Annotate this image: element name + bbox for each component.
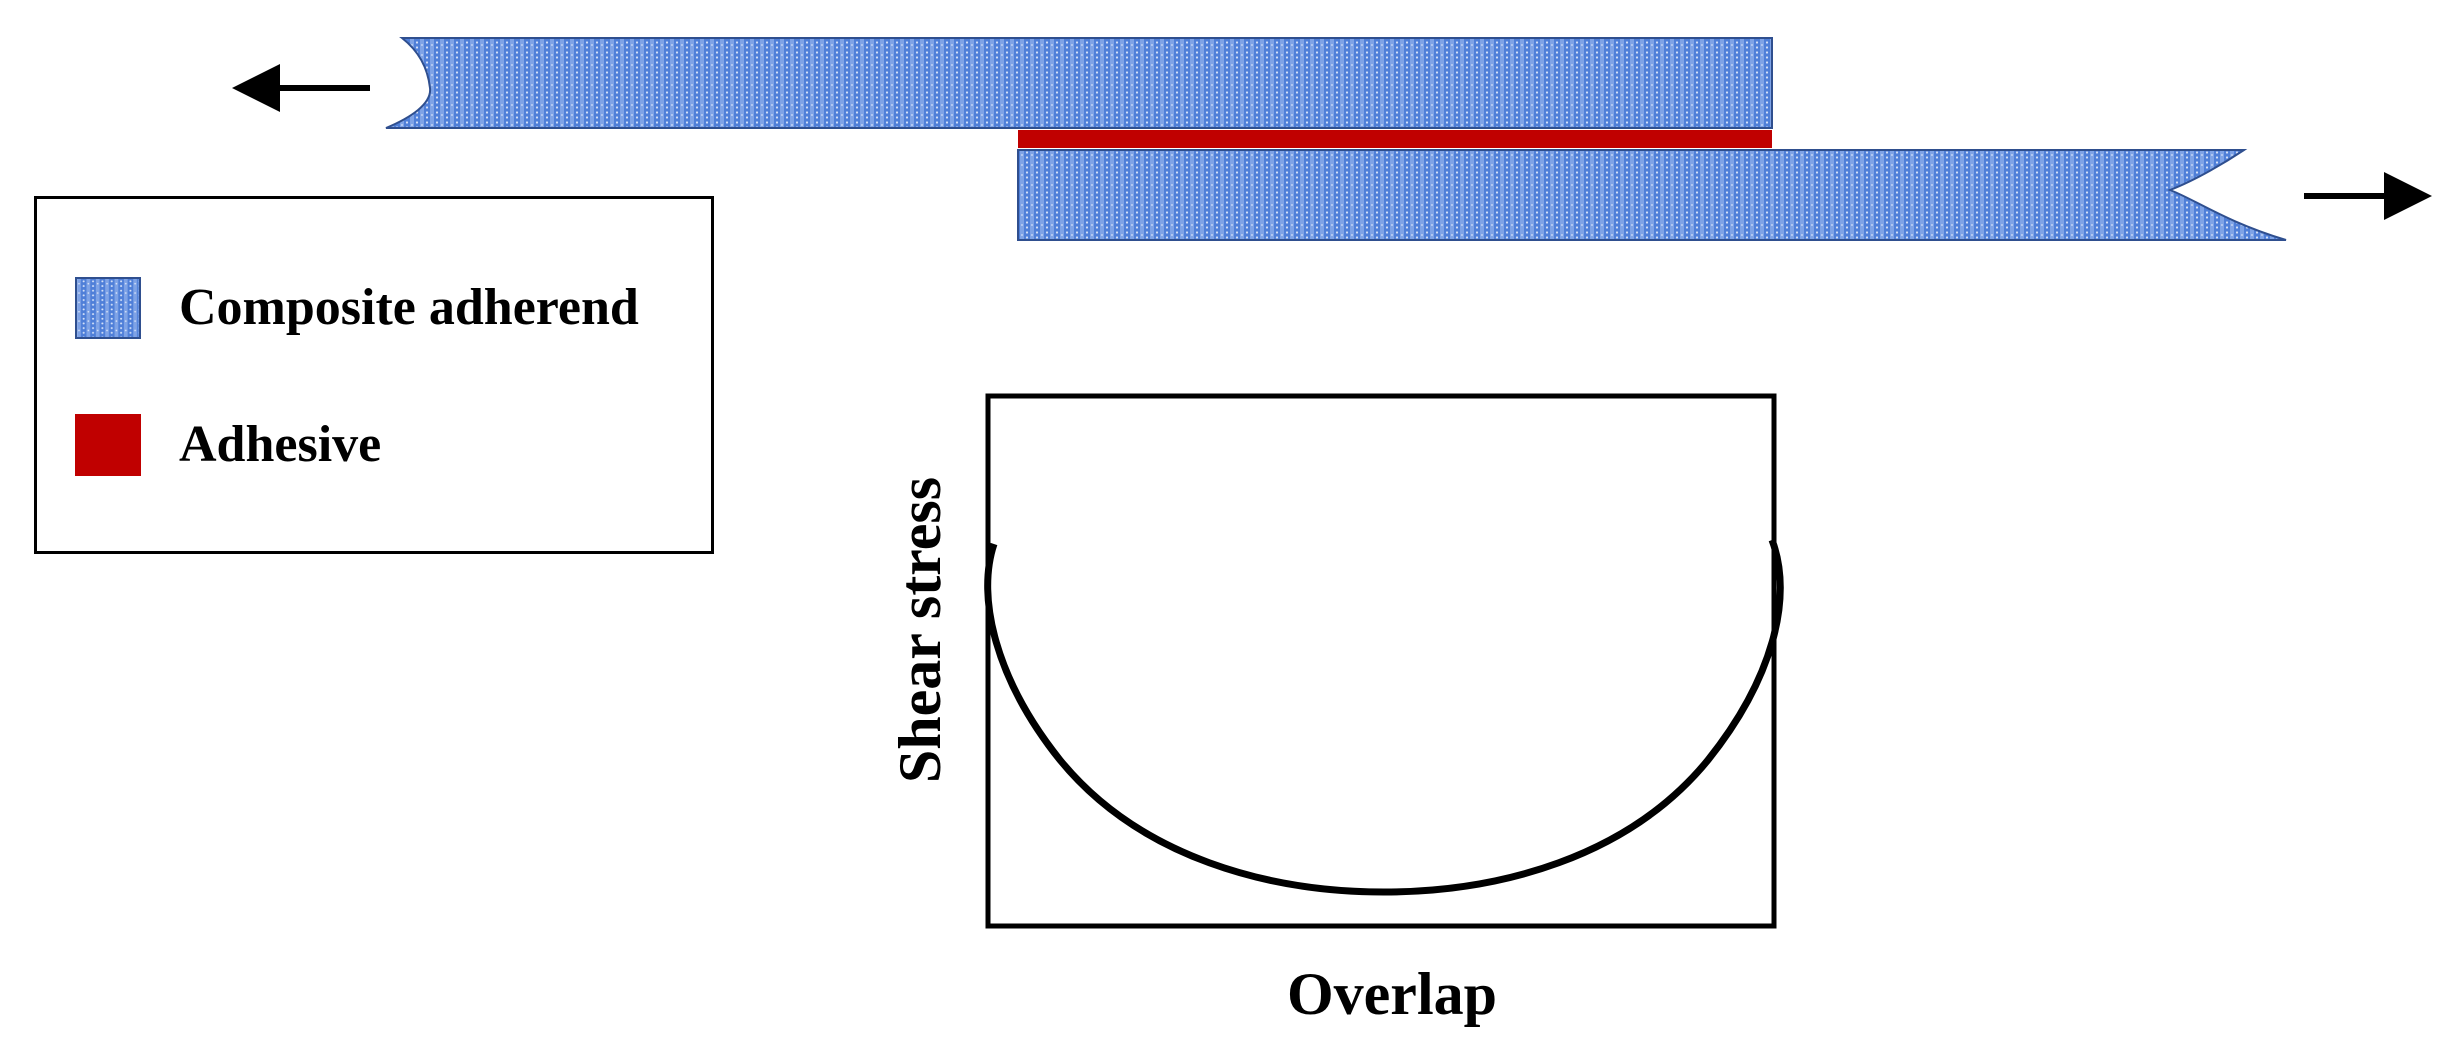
legend-label: Adhesive bbox=[179, 416, 382, 473]
adhesive-swatch bbox=[75, 414, 141, 476]
adhesive-layer bbox=[1018, 130, 1772, 148]
composite-adherend-swatch bbox=[75, 277, 141, 339]
x-axis-label: Overlap bbox=[1287, 961, 1497, 1027]
shear-stress-curve bbox=[984, 538, 1784, 896]
graph-frame bbox=[985, 393, 1777, 929]
y-axis-label: Shear stress bbox=[887, 476, 953, 784]
legend-item-adhesive: Adhesive bbox=[75, 414, 381, 476]
lower-adherend bbox=[1017, 149, 2287, 241]
upper-adherend bbox=[385, 37, 1773, 129]
legend-item-composite-adherend: Composite adherend bbox=[75, 277, 639, 339]
legend: Composite adherend Adhesive bbox=[34, 196, 714, 554]
legend-label: Composite adherend bbox=[179, 279, 639, 336]
